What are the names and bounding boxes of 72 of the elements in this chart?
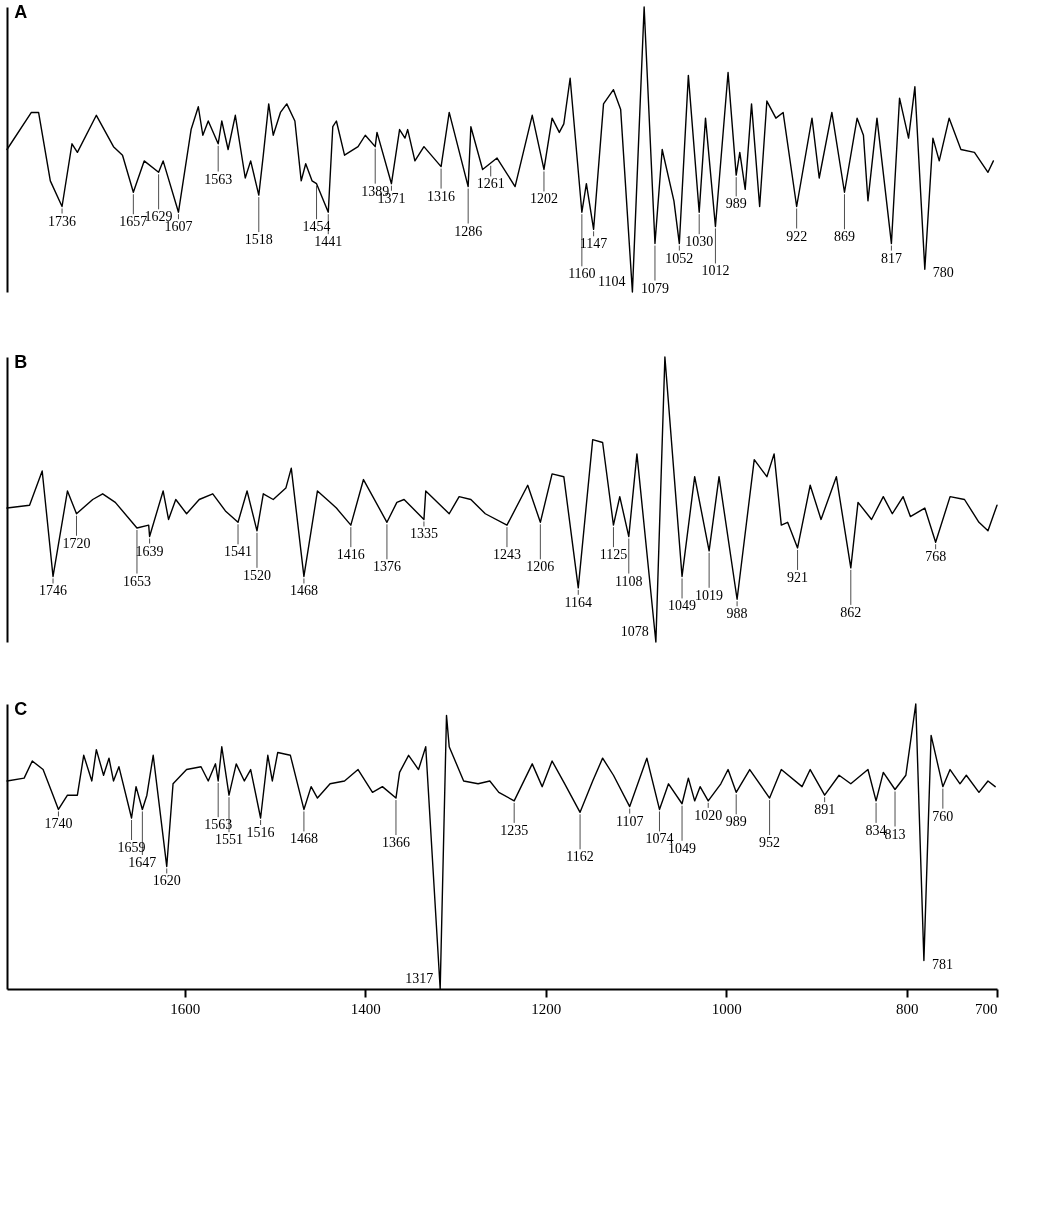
annotation: 1541 (224, 544, 253, 560)
annotation: 1736 (48, 213, 77, 229)
annotation: 1551 (215, 832, 244, 848)
annotation: 1376 (372, 559, 401, 575)
chart-title: B (14, 352, 28, 373)
annotation: 1317 (405, 971, 434, 986)
annotation: 862 (840, 604, 862, 620)
annotation: 869 (833, 229, 855, 245)
annotation: 1162 (566, 849, 594, 865)
annotation: 1019 (695, 587, 724, 603)
annotation: 1657 (119, 214, 148, 230)
x-tick-label: 1000 (711, 1000, 742, 1017)
annotation: 1147 (579, 236, 608, 252)
annotation: 1740 (44, 816, 73, 832)
annotation: 1563 (204, 171, 233, 187)
annotation: 1235 (500, 822, 529, 838)
annotation: 1620 (152, 873, 181, 889)
annotation: 768 (925, 549, 947, 565)
chart-title: A (14, 2, 28, 23)
annotation: 989 (725, 814, 747, 830)
annotation: 1049 (668, 598, 697, 614)
annotation: 1416 (336, 547, 365, 563)
annotation: 781 (931, 956, 953, 972)
annotation: 1720 (62, 535, 91, 551)
annotation: 989 (725, 196, 747, 212)
annotation: 922 (786, 228, 808, 244)
annotation: 1516 (246, 825, 275, 840)
annotation: 1202 (529, 191, 558, 207)
x-tick-label: 1200 (531, 1000, 562, 1017)
annotation: 1468 (289, 831, 318, 847)
annotation: 1030 (685, 234, 714, 250)
annotation: 1335 (409, 526, 438, 542)
annotation: 1104 (597, 274, 626, 289)
annotation: 813 (884, 826, 906, 842)
annotation: 1647 (128, 855, 157, 870)
annotation: 760 (932, 808, 954, 824)
annotation: 1078 (620, 624, 649, 639)
annotation: 1108 (615, 573, 643, 589)
annotation: 1441 (314, 234, 343, 250)
annotation: 1243 (492, 547, 521, 563)
annotation: 1366 (381, 835, 410, 851)
annotation: 952 (759, 835, 781, 851)
x-tick-label: 700 (975, 1000, 998, 1017)
annotation: 1316 (427, 188, 456, 204)
annotation: 1563 (204, 817, 233, 833)
annotation: 988 (726, 606, 748, 622)
annotation: 1520 (242, 567, 271, 583)
annotation: 1454 (302, 219, 331, 235)
annotation: 1518 (244, 232, 273, 248)
annotation: 1107 (615, 813, 644, 829)
annotation: 1653 (122, 573, 151, 589)
annotation: 1012 (701, 263, 730, 279)
annotation: 1125 (599, 547, 628, 563)
annotation: 1286 (454, 223, 483, 239)
annotation: 780 (932, 265, 954, 281)
annotation: 1746 (39, 583, 68, 599)
x-tick-label: 1600 (170, 1000, 201, 1017)
x-tick-label: 1400 (350, 1000, 381, 1017)
x-tick-label: 800 (896, 1000, 919, 1017)
annotation: 1020 (694, 807, 723, 823)
annotation: 817 (880, 250, 902, 266)
chart-title: C (14, 699, 28, 720)
annotation: 1079 (640, 280, 669, 296)
annotation: 1468 (289, 583, 318, 599)
annotation: 891 (814, 802, 836, 818)
annotation: 1164 (564, 594, 592, 610)
annotation: 921 (787, 569, 809, 585)
annotation: 1160 (568, 266, 596, 282)
annotation: 1052 (665, 250, 694, 266)
annotation: 1206 (526, 559, 555, 575)
annotation: 1639 (135, 543, 164, 559)
annotation: 1261 (476, 176, 505, 192)
